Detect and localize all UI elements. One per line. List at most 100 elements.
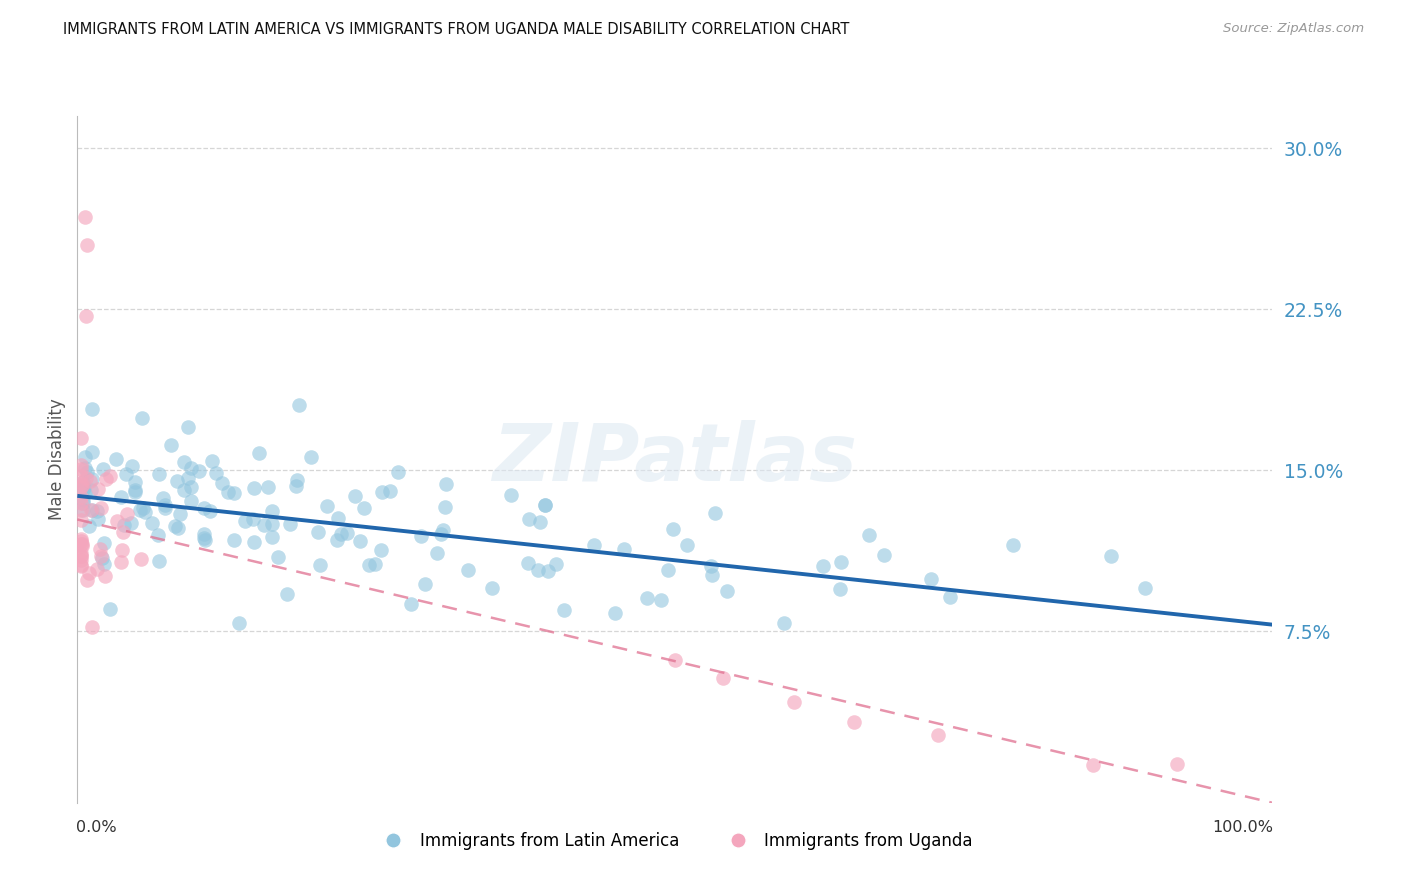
Point [457, 563, 479, 577]
Point [201, 454, 224, 468]
Point [72, 482, 94, 496]
Point [330, 526, 353, 541]
Point [316, 500, 339, 514]
Point [534, 498, 557, 512]
Point [166, 475, 188, 489]
Point [153, 501, 176, 516]
Point [70, 549, 93, 564]
Point [79, 475, 101, 489]
Point [87, 512, 110, 526]
Point [93, 558, 115, 572]
Point [276, 586, 298, 600]
Text: ZIPatlas: ZIPatlas [492, 420, 858, 499]
Point [70, 502, 93, 516]
Point [169, 507, 191, 521]
Point [224, 485, 246, 500]
Point [75, 309, 97, 323]
Point [70, 496, 93, 510]
Text: 0.0%: 0.0% [76, 820, 117, 835]
Point [177, 420, 200, 434]
Point [370, 543, 392, 558]
Point [173, 455, 195, 469]
Point [89, 542, 111, 557]
Point [657, 563, 679, 577]
Point [193, 501, 215, 516]
Point [499, 488, 522, 502]
Point [830, 555, 852, 569]
Point [194, 533, 217, 547]
Point [280, 516, 302, 531]
Point [858, 528, 880, 542]
Point [430, 527, 453, 541]
Point [70, 534, 93, 549]
Point [98, 602, 121, 616]
Point [70, 458, 93, 472]
Point [927, 728, 949, 742]
Point [1083, 758, 1105, 772]
Point [72, 537, 94, 551]
Point [120, 516, 142, 530]
Point [700, 568, 723, 582]
Point [167, 520, 190, 534]
Point [247, 445, 270, 459]
Point [243, 481, 266, 495]
Point [650, 593, 672, 607]
Point [173, 483, 195, 498]
Point [132, 501, 155, 516]
Point [357, 558, 380, 573]
Point [193, 531, 215, 545]
Point [80, 402, 103, 417]
Point [77, 519, 100, 533]
Point [115, 467, 138, 482]
Point [309, 558, 332, 573]
Point [75, 485, 97, 500]
Point [91, 462, 114, 476]
Point [70, 431, 93, 445]
Point [700, 558, 723, 573]
Point [433, 500, 456, 514]
Point [783, 695, 806, 709]
Point [94, 569, 117, 583]
Point [242, 512, 264, 526]
Point [94, 472, 117, 486]
Point [260, 530, 283, 544]
Point [1002, 538, 1025, 552]
Point [163, 519, 186, 533]
Point [80, 502, 103, 516]
Point [260, 516, 283, 531]
Text: Source: ZipAtlas.com: Source: ZipAtlas.com [1223, 22, 1364, 36]
Point [179, 480, 201, 494]
Point [105, 515, 128, 529]
Point [70, 513, 93, 527]
Point [516, 556, 538, 570]
Point [73, 460, 96, 475]
Point [76, 465, 98, 479]
Point [920, 572, 942, 586]
Point [411, 529, 433, 543]
Point [326, 533, 349, 547]
Point [155, 498, 177, 512]
Point [70, 533, 93, 547]
Point [378, 484, 401, 499]
Point [70, 537, 93, 551]
Point [70, 476, 93, 491]
Point [70, 539, 93, 553]
Point [110, 555, 132, 569]
Point [326, 511, 349, 525]
Point [80, 483, 103, 498]
Point [86, 562, 108, 576]
Point [70, 549, 93, 564]
Point [110, 490, 132, 504]
Text: IMMIGRANTS FROM LATIN AMERICA VS IMMIGRANTS FROM UGANDA MALE DISABILITY CORRELAT: IMMIGRANTS FROM LATIN AMERICA VS IMMIGRA… [63, 22, 849, 37]
Point [1099, 549, 1122, 564]
Point [399, 597, 422, 611]
Point [664, 652, 686, 666]
Point [79, 566, 101, 581]
Point [80, 620, 103, 634]
Point [364, 557, 387, 571]
Point [187, 464, 209, 478]
Point [939, 590, 962, 604]
Point [243, 534, 266, 549]
Point [553, 603, 575, 617]
Point [124, 483, 146, 497]
